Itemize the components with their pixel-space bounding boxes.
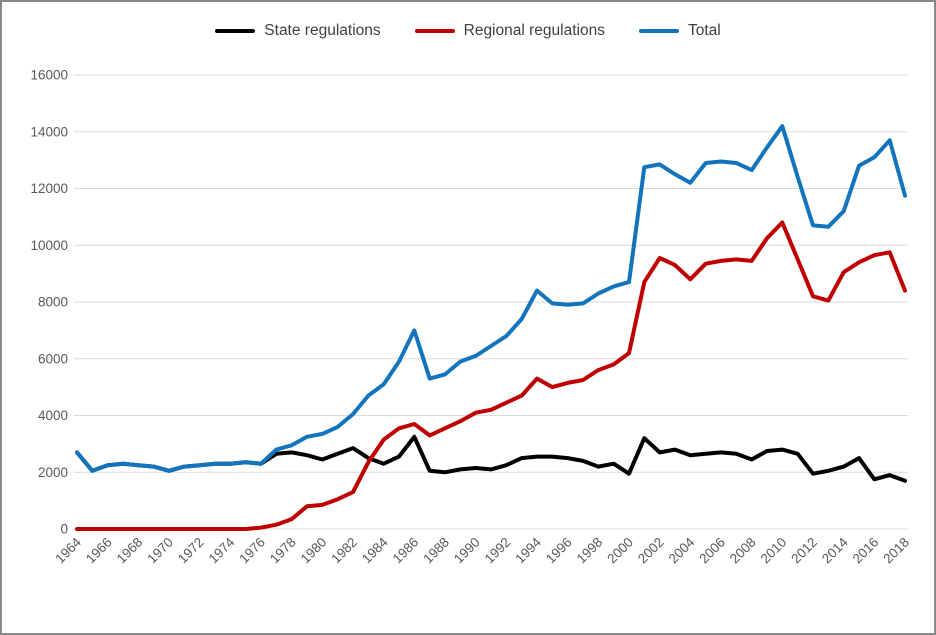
x-tick-label-2000: 2000 (604, 535, 636, 567)
x-tick-label-1988: 1988 (420, 535, 452, 567)
legend-swatch-state (215, 28, 256, 34)
y-tick-label-4000: 4000 (38, 408, 68, 423)
x-tick-label-2004: 2004 (666, 534, 698, 566)
x-tick-label-2014: 2014 (819, 534, 851, 566)
x-tick-label-1990: 1990 (451, 535, 483, 567)
chart-legend: State regulations Regional regulations T… (2, 22, 934, 40)
x-tick-label-1978: 1978 (267, 535, 299, 567)
x-tick-label-1970: 1970 (144, 535, 176, 567)
y-tick-label-14000: 14000 (30, 124, 68, 139)
legend-item-total: Total (638, 22, 721, 40)
x-tick-label-1974: 1974 (206, 534, 238, 566)
x-tick-label-1976: 1976 (236, 535, 268, 567)
y-tick-label-2000: 2000 (38, 465, 68, 480)
x-tick-label-2010: 2010 (758, 535, 790, 567)
x-tick-label-1982: 1982 (328, 535, 360, 567)
legend-item-state-regulations: State regulations (215, 22, 381, 40)
x-tick-label-1972: 1972 (175, 535, 207, 567)
x-tick-label-2016: 2016 (850, 535, 882, 567)
x-tick-label-1968: 1968 (114, 535, 146, 567)
y-tick-label-10000: 10000 (30, 238, 68, 253)
legend-swatch-total (638, 28, 679, 34)
x-tick-label-1964: 1964 (52, 534, 84, 566)
series-line-regional-regulations (75, 220, 907, 531)
x-tick-label-1980: 1980 (298, 535, 330, 567)
legend-label-regional: Regional regulations (463, 22, 605, 39)
x-tick-label-2012: 2012 (788, 535, 820, 567)
y-tick-label-6000: 6000 (38, 351, 68, 366)
y-tick-label-8000: 8000 (38, 295, 68, 310)
x-tick-label-1966: 1966 (83, 535, 115, 567)
y-tick-label-12000: 12000 (30, 181, 68, 196)
x-tick-label-2018: 2018 (880, 535, 912, 567)
legend-label-total: Total (687, 22, 721, 39)
x-tick-label-1992: 1992 (482, 535, 514, 567)
series-line-total (75, 124, 907, 473)
y-tick-label-16000: 16000 (30, 68, 68, 83)
x-tick-label-1998: 1998 (574, 535, 606, 567)
y-tick-label-0: 0 (60, 522, 68, 537)
x-tick-label-1996: 1996 (543, 535, 575, 567)
x-tick-label-1994: 1994 (512, 534, 544, 566)
x-tick-label-2002: 2002 (635, 535, 667, 567)
x-tick-label-1986: 1986 (390, 535, 422, 567)
legend-label-state: State regulations (264, 22, 381, 39)
x-tick-label-2006: 2006 (696, 535, 728, 567)
legend-item-regional-regulations: Regional regulations (414, 22, 605, 40)
series-line-state-regulations (75, 434, 907, 483)
x-tick-label-1984: 1984 (359, 534, 391, 566)
x-tick-label-2008: 2008 (727, 535, 759, 567)
legend-swatch-regional (414, 28, 455, 34)
